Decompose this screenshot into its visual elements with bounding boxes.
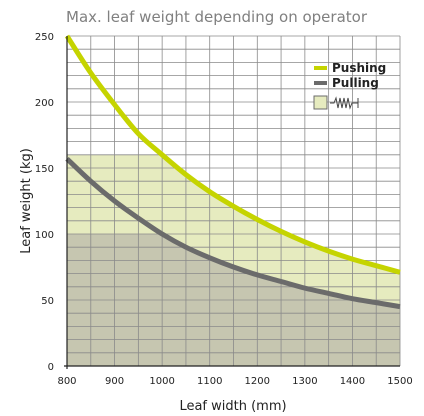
tick-labels: 800 900 1000 1100 1200 1300 1400 1500 0 50 100 150 2…	[35, 32, 413, 387]
series-line-pulling	[65, 156, 401, 310]
x-tick-label: 900	[105, 376, 124, 387]
y-tick-label: 200	[35, 98, 54, 109]
x-tick-label: 1400	[340, 376, 365, 387]
x-tick-label: 1100	[197, 376, 222, 387]
legend: Pushing Pulling	[313, 61, 386, 110]
legend-swatch-area	[313, 95, 328, 110]
legend-label-pushing: Pushing	[332, 61, 386, 75]
legend-label-pulling: Pulling	[332, 76, 379, 90]
x-tick-label: 800	[57, 376, 76, 387]
y-tick-label: 150	[35, 164, 54, 175]
y-tick-label: 250	[35, 32, 54, 43]
chart-title: Max. leaf weight depending on operator	[66, 8, 368, 26]
series-lines	[64, 34, 401, 310]
y-axis-label: Leaf weight (kg)	[19, 148, 34, 254]
y-tick-label: 0	[48, 362, 54, 373]
x-tick-label: 1500	[387, 376, 412, 387]
spring-icon	[330, 96, 359, 110]
x-tick-label: 1000	[149, 376, 174, 387]
series-line-pushing	[64, 34, 401, 275]
x-axis-label: Leaf width (mm)	[179, 399, 286, 414]
y-tick-label: 100	[35, 230, 54, 241]
axes	[64, 36, 400, 369]
x-tick-label: 1300	[292, 376, 317, 387]
y-tick-label: 50	[41, 296, 54, 307]
x-tick-label: 1200	[245, 376, 270, 387]
